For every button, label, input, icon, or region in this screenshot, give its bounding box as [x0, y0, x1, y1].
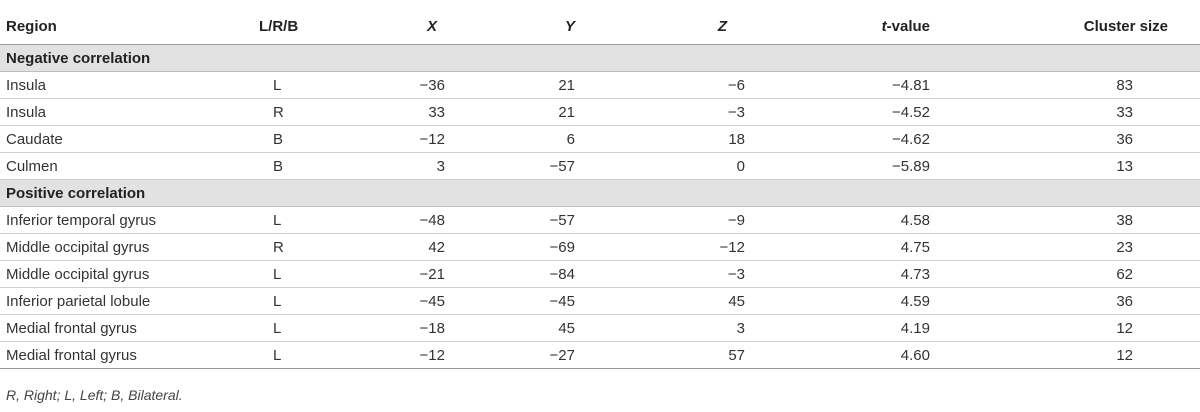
- cell-region: Inferior parietal lobule: [0, 287, 220, 315]
- cell-y: −27: [445, 341, 595, 369]
- cell-lrb: L: [220, 287, 325, 315]
- cell-z: 18: [595, 125, 745, 153]
- cell-x: −21: [325, 260, 445, 288]
- cell-region: Middle occipital gyrus: [0, 260, 220, 288]
- table-row: Inferior temporal gyrus L −48 −57 −9 4.58 38: [0, 206, 1200, 234]
- table-row: Medial frontal gyrus L −18 45 3 4.19 12: [0, 314, 1200, 342]
- cell-region: Inferior temporal gyrus: [0, 206, 220, 234]
- cell-t-value: −4.52: [745, 98, 990, 126]
- cell-cluster-size: 33: [990, 98, 1200, 126]
- cell-t-value: 4.59: [745, 287, 990, 315]
- header-region: Region: [0, 8, 220, 45]
- cell-x: −48: [325, 206, 445, 234]
- table-row: Inferior parietal lobule L −45 −45 45 4.59 36: [0, 287, 1200, 315]
- cell-cluster-size: 36: [990, 287, 1200, 315]
- section-label: Negative correlation: [0, 44, 1200, 72]
- header-t-prefix: t: [881, 17, 887, 35]
- cell-t-value: 4.60: [745, 341, 990, 369]
- cell-t-value: −4.62: [745, 125, 990, 153]
- table-row: Caudate B −12 6 18 −4.62 36: [0, 125, 1200, 153]
- cell-region: Caudate: [0, 125, 220, 153]
- cell-x: 3: [325, 152, 445, 180]
- cell-z: −3: [595, 260, 745, 288]
- cell-lrb: R: [220, 233, 325, 261]
- cell-x: 42: [325, 233, 445, 261]
- cell-lrb: L: [220, 260, 325, 288]
- cell-t-value: 4.75: [745, 233, 990, 261]
- cell-t-value: 4.73: [745, 260, 990, 288]
- cell-z: 3: [595, 314, 745, 342]
- cell-region: Insula: [0, 98, 220, 126]
- cell-region: Middle occipital gyrus: [0, 233, 220, 261]
- cell-z: −12: [595, 233, 745, 261]
- cell-cluster-size: 36: [990, 125, 1200, 153]
- cell-y: −69: [445, 233, 595, 261]
- cell-y: −57: [445, 152, 595, 180]
- cell-x: 33: [325, 98, 445, 126]
- cell-y: 45: [445, 314, 595, 342]
- cell-y: −45: [445, 287, 595, 315]
- header-t-value: t-value: [745, 8, 990, 45]
- cell-region: Medial frontal gyrus: [0, 341, 220, 369]
- header-row: Region L/R/B X Y Z t-value Cluster size: [0, 8, 1200, 45]
- table-row: Medial frontal gyrus L −12 −27 57 4.60 12: [0, 341, 1200, 369]
- cell-x: −36: [325, 71, 445, 99]
- cell-x: −12: [325, 341, 445, 369]
- cell-lrb: B: [220, 152, 325, 180]
- cell-lrb: L: [220, 341, 325, 369]
- cell-lrb: L: [220, 314, 325, 342]
- header-cluster-size: Cluster size: [990, 8, 1200, 45]
- cell-y: −57: [445, 206, 595, 234]
- cell-t-value: 4.58: [745, 206, 990, 234]
- cell-lrb: R: [220, 98, 325, 126]
- cell-cluster-size: 38: [990, 206, 1200, 234]
- cell-region: Insula: [0, 71, 220, 99]
- cell-region: Medial frontal gyrus: [0, 314, 220, 342]
- cell-cluster-size: 83: [990, 71, 1200, 99]
- cell-x: −12: [325, 125, 445, 153]
- table-footnote: R, Right; L, Left; B, Bilateral.: [6, 387, 183, 403]
- cell-z: −6: [595, 71, 745, 99]
- cell-z: −3: [595, 98, 745, 126]
- cell-t-value: −4.81: [745, 71, 990, 99]
- cell-y: 21: [445, 71, 595, 99]
- cell-cluster-size: 12: [990, 314, 1200, 342]
- cell-z: −9: [595, 206, 745, 234]
- header-t-suffix: -value: [886, 17, 930, 35]
- header-y: Y: [445, 8, 595, 45]
- cell-lrb: B: [220, 125, 325, 153]
- cell-cluster-size: 12: [990, 341, 1200, 369]
- cell-t-value: 4.19: [745, 314, 990, 342]
- cell-cluster-size: 13: [990, 152, 1200, 180]
- table-row: Insula L −36 21 −6 −4.81 83: [0, 71, 1200, 99]
- cell-lrb: L: [220, 71, 325, 99]
- cell-z: 57: [595, 341, 745, 369]
- table-row: Middle occipital gyrus R 42 −69 −12 4.75 23: [0, 233, 1200, 261]
- section-label: Positive correlation: [0, 179, 1200, 207]
- cell-y: −84: [445, 260, 595, 288]
- header-x: X: [325, 8, 445, 45]
- cell-cluster-size: 23: [990, 233, 1200, 261]
- correlation-table: Region L/R/B X Y Z t-value Cluster size …: [0, 8, 1200, 369]
- cell-t-value: −5.89: [745, 152, 990, 180]
- header-z: Z: [595, 8, 745, 45]
- cell-cluster-size: 62: [990, 260, 1200, 288]
- section-row: Positive correlation: [0, 179, 1200, 207]
- table-row: Middle occipital gyrus L −21 −84 −3 4.73 62: [0, 260, 1200, 288]
- cell-z: 45: [595, 287, 745, 315]
- cell-x: −18: [325, 314, 445, 342]
- cell-lrb: L: [220, 206, 325, 234]
- cell-y: 21: [445, 98, 595, 126]
- table-row: Culmen B 3 −57 0 −5.89 13: [0, 152, 1200, 180]
- cell-z: 0: [595, 152, 745, 180]
- section-row: Negative correlation: [0, 44, 1200, 72]
- table-row: Insula R 33 21 −3 −4.52 33: [0, 98, 1200, 126]
- cell-x: −45: [325, 287, 445, 315]
- header-lrb: L/R/B: [220, 8, 325, 45]
- cell-y: 6: [445, 125, 595, 153]
- cell-region: Culmen: [0, 152, 220, 180]
